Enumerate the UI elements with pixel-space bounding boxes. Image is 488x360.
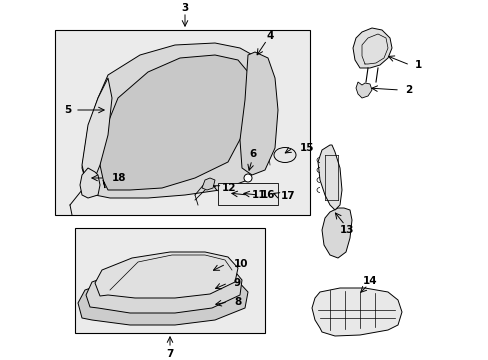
Circle shape	[244, 174, 251, 182]
Text: 18: 18	[112, 173, 126, 183]
Bar	[218, 183, 278, 205]
Polygon shape	[355, 82, 371, 98]
Text: 13: 13	[339, 225, 353, 235]
Polygon shape	[82, 78, 112, 190]
Text: 12: 12	[222, 183, 236, 193]
Ellipse shape	[273, 148, 295, 162]
Polygon shape	[86, 263, 242, 313]
Text: 16: 16	[261, 190, 275, 200]
Polygon shape	[240, 52, 278, 175]
Polygon shape	[78, 272, 247, 325]
Text: 4: 4	[266, 31, 273, 41]
Text: 5: 5	[64, 105, 71, 115]
Circle shape	[266, 189, 272, 195]
Polygon shape	[311, 288, 401, 336]
Text: 10: 10	[234, 259, 248, 269]
Text: 17: 17	[281, 191, 295, 201]
Text: 9: 9	[234, 278, 241, 288]
Text: 11: 11	[251, 190, 266, 200]
Bar	[55, 30, 309, 215]
Polygon shape	[317, 145, 341, 210]
Polygon shape	[82, 43, 269, 198]
Text: 8: 8	[234, 297, 241, 307]
Polygon shape	[95, 252, 238, 298]
Text: 7: 7	[166, 349, 173, 359]
Polygon shape	[80, 168, 100, 198]
Text: 6: 6	[249, 149, 256, 159]
Text: 15: 15	[299, 143, 314, 153]
Polygon shape	[100, 55, 249, 190]
Text: 14: 14	[362, 276, 377, 286]
Polygon shape	[321, 208, 351, 258]
Text: 3: 3	[181, 3, 188, 13]
Bar	[75, 228, 264, 333]
Polygon shape	[202, 178, 215, 190]
Text: 2: 2	[404, 85, 411, 95]
Text: 1: 1	[414, 60, 421, 70]
Polygon shape	[352, 28, 391, 68]
